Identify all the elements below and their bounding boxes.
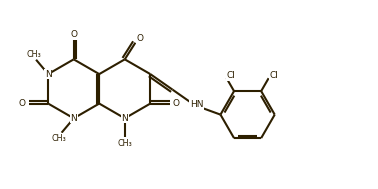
Text: CH₃: CH₃: [118, 139, 132, 148]
Text: N: N: [70, 114, 77, 123]
Text: Cl: Cl: [270, 71, 279, 81]
Text: O: O: [70, 30, 77, 39]
Text: N: N: [121, 114, 128, 123]
Text: Cl: Cl: [227, 71, 235, 81]
Text: CH₃: CH₃: [51, 134, 67, 143]
Text: O: O: [137, 34, 144, 43]
Text: O: O: [172, 99, 180, 108]
Text: HN: HN: [190, 100, 203, 109]
Text: O: O: [19, 99, 26, 108]
Text: N: N: [45, 70, 51, 79]
Text: CH₃: CH₃: [26, 50, 41, 59]
